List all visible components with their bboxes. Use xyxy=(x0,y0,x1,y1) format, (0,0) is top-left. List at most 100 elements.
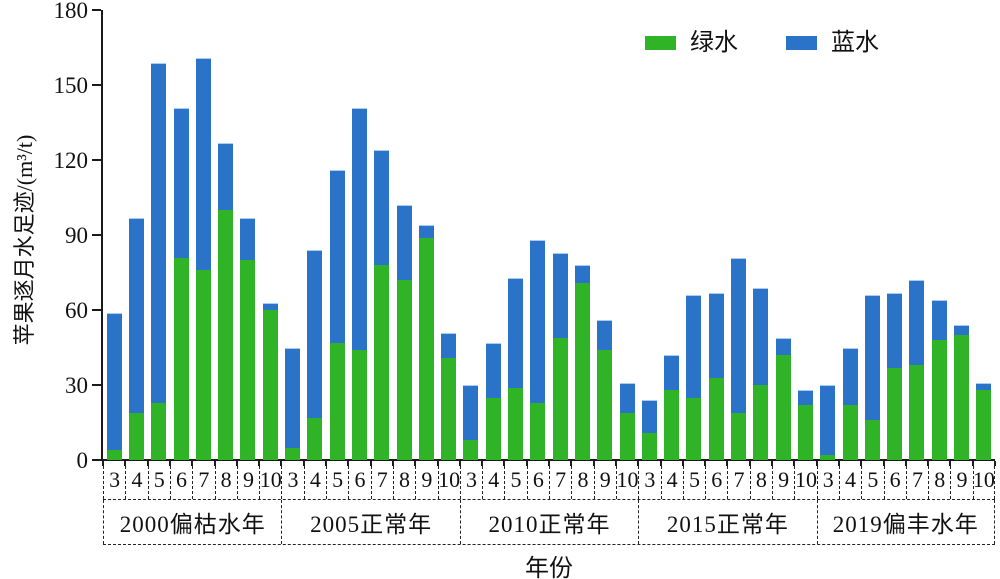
green-water-segment xyxy=(240,260,256,460)
green-water-segment xyxy=(151,402,167,460)
year-group-label: 2019偏丰水年 xyxy=(816,500,995,544)
bar-2019偏丰水年-month-9 xyxy=(954,325,970,460)
blue-water-segment xyxy=(508,277,524,388)
blue-water-segment xyxy=(396,205,412,280)
year-group-label: 2010正常年 xyxy=(459,500,638,544)
month-label: 6 xyxy=(348,461,370,499)
bar-2000偏枯水年-month-8 xyxy=(218,142,234,460)
bar-2000偏枯水年-month-5 xyxy=(151,62,167,460)
bar-2005正常年-month-3 xyxy=(285,347,301,460)
blue-water-segment xyxy=(151,62,167,403)
bar-2010正常年-month-3 xyxy=(463,385,479,460)
green-water-segment xyxy=(530,402,546,460)
green-water-segment xyxy=(842,405,858,460)
year-group-label: 2015正常年 xyxy=(638,500,816,544)
blue-water-segment xyxy=(954,325,970,335)
bar-2000偏枯水年-month-3 xyxy=(106,312,122,460)
green-water-segment xyxy=(441,357,457,460)
month-label-band: 3 4 5 6 7 8 9 10 3 4 5 6 7 8 9 10 3 4 5 6 7 8 9 10 3 4 5 6 7 8 9 10 3 4 5 6… xyxy=(103,461,995,500)
bar-2015正常年-month-4 xyxy=(664,355,680,460)
month-label: 5 xyxy=(682,461,705,499)
bar-2015正常年-month-7 xyxy=(731,257,747,460)
bar-2005正常年-month-6 xyxy=(351,107,367,460)
bar-2015正常年-month-9 xyxy=(775,337,791,460)
green-water-segment xyxy=(931,340,947,460)
legend-blue-swatch xyxy=(786,36,817,50)
bar-2000偏枯水年-month-6 xyxy=(173,107,189,460)
month-label: 7 xyxy=(905,461,928,499)
year-group-label: 2000偏枯水年 xyxy=(103,500,281,544)
blue-water-segment xyxy=(775,337,791,355)
month-label: 4 xyxy=(125,461,147,499)
bar-2005正常年-month-5 xyxy=(329,170,345,460)
month-label: 10 xyxy=(794,461,817,499)
month-label: 3 xyxy=(816,461,839,499)
y-tick-label: 60 xyxy=(65,298,88,323)
y-tick xyxy=(92,84,101,86)
x-axis-title: 年份 xyxy=(525,556,573,579)
green-water-segment xyxy=(775,355,791,460)
green-water-segment xyxy=(731,412,747,460)
green-water-segment xyxy=(686,397,702,460)
bar-2005正常年-month-4 xyxy=(307,250,323,460)
bar-2019偏丰水年-month-6 xyxy=(887,292,903,460)
x-tick xyxy=(994,461,996,466)
blue-water-segment xyxy=(597,320,613,350)
bar-2005正常年-month-8 xyxy=(396,205,412,460)
month-label: 4 xyxy=(660,461,683,499)
y-tick-label: 0 xyxy=(76,448,89,473)
month-label: 7 xyxy=(192,461,214,499)
bar-2010正常年-month-4 xyxy=(485,342,501,460)
bar-2010正常年-month-7 xyxy=(552,252,568,460)
blue-water-segment xyxy=(240,217,256,260)
y-tick xyxy=(92,9,101,11)
blue-water-segment xyxy=(262,302,278,310)
bar-2019偏丰水年-month-4 xyxy=(842,347,858,460)
month-label: 10 xyxy=(437,461,460,499)
bar-2015正常年-month-5 xyxy=(686,295,702,460)
green-water-segment xyxy=(574,282,590,460)
blue-water-segment xyxy=(485,342,501,398)
blue-water-segment xyxy=(976,382,992,390)
legend-blue-label: 蓝水 xyxy=(831,30,879,56)
green-water-segment xyxy=(708,377,724,460)
y-tick-label: 150 xyxy=(53,73,89,98)
bar-2019偏丰水年-month-10 xyxy=(976,382,992,460)
y-axis-spine xyxy=(101,10,103,461)
green-water-segment xyxy=(597,350,613,460)
blue-water-segment xyxy=(619,382,635,413)
green-water-segment xyxy=(820,455,836,460)
month-label: 6 xyxy=(705,461,727,499)
blue-water-segment xyxy=(128,217,144,413)
green-water-segment xyxy=(351,350,367,460)
blue-water-segment xyxy=(106,312,122,450)
blue-water-segment xyxy=(641,400,657,433)
green-water-segment xyxy=(262,310,278,460)
y-tick xyxy=(92,459,101,461)
month-label: 3 xyxy=(281,461,303,499)
y-tick xyxy=(92,384,101,386)
blue-water-segment xyxy=(574,265,590,283)
green-water-segment xyxy=(976,390,992,460)
y-tick-label: 120 xyxy=(53,148,89,173)
blue-water-segment xyxy=(708,292,724,378)
green-water-segment xyxy=(106,450,122,460)
y-tick xyxy=(92,309,101,311)
blue-water-segment xyxy=(864,295,880,420)
green-water-segment xyxy=(218,210,234,460)
year-group-label: 2005正常年 xyxy=(281,500,459,544)
bar-2015正常年-month-10 xyxy=(797,390,813,460)
green-water-segment xyxy=(641,432,657,460)
blue-water-segment xyxy=(552,252,568,338)
month-label: 4 xyxy=(303,461,326,499)
green-water-segment xyxy=(954,335,970,460)
green-water-segment xyxy=(552,337,568,460)
month-label: 5 xyxy=(861,461,883,499)
bar-2000偏枯水年-month-9 xyxy=(240,217,256,460)
y-tick xyxy=(92,234,101,236)
y-tick-label: 90 xyxy=(65,223,88,248)
month-label: 3 xyxy=(638,461,660,499)
blue-water-segment xyxy=(530,240,546,403)
month-label: 7 xyxy=(549,461,571,499)
